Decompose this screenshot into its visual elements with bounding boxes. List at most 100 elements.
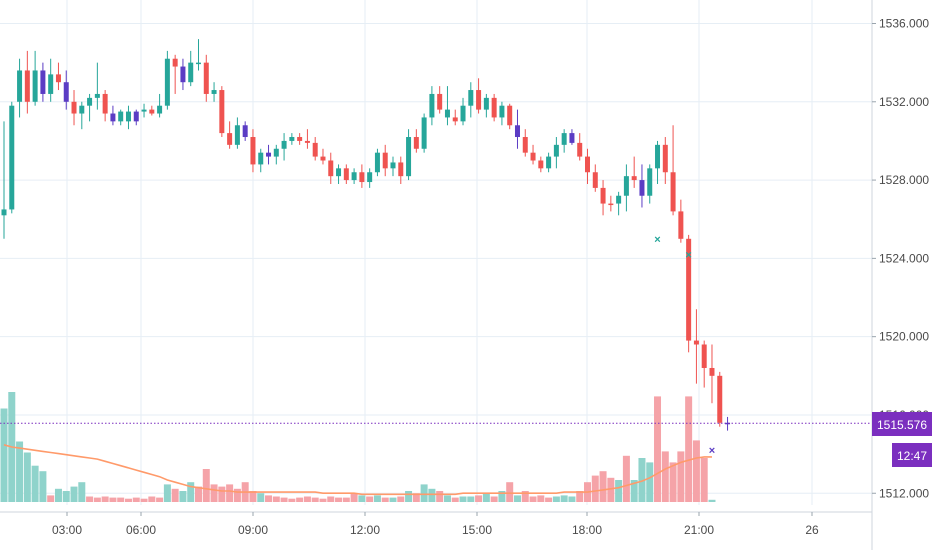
volume-bar bbox=[319, 498, 327, 502]
candle bbox=[164, 50, 170, 110]
volume-bar bbox=[303, 496, 311, 502]
candle bbox=[55, 62, 61, 91]
candle-body bbox=[367, 172, 373, 183]
volume-bar bbox=[591, 475, 599, 502]
volume-bar bbox=[23, 452, 31, 502]
candle bbox=[32, 50, 38, 106]
x-tick-label: 18:00 bbox=[572, 523, 602, 537]
volume-bar bbox=[498, 491, 506, 502]
x-tick-label: 12:00 bbox=[350, 523, 380, 537]
candle-body bbox=[180, 66, 186, 83]
candle-body bbox=[250, 137, 256, 165]
candle bbox=[608, 195, 614, 212]
candle-body bbox=[320, 156, 326, 161]
volume-bar bbox=[615, 480, 623, 502]
candle bbox=[79, 101, 85, 130]
volume-bar bbox=[545, 497, 553, 502]
volume-bar bbox=[187, 482, 195, 502]
volume-bar bbox=[140, 498, 148, 502]
candle bbox=[320, 148, 326, 165]
candle-body bbox=[553, 144, 559, 157]
volume-bar bbox=[638, 458, 646, 502]
candle bbox=[351, 168, 357, 184]
volume-bars bbox=[0, 392, 716, 502]
candle bbox=[647, 164, 653, 204]
volume-bar bbox=[428, 488, 436, 502]
volume-bar bbox=[622, 455, 630, 502]
candle-body bbox=[460, 105, 466, 122]
candle-body bbox=[149, 109, 155, 114]
candle bbox=[328, 152, 334, 184]
candle-body bbox=[172, 58, 178, 67]
candle bbox=[686, 234, 692, 353]
y-tick-label: 1520.000 bbox=[879, 330, 929, 344]
candle bbox=[413, 129, 419, 153]
candle bbox=[600, 180, 606, 216]
candle bbox=[406, 129, 412, 181]
candle-body bbox=[40, 70, 46, 94]
candle-body bbox=[507, 105, 513, 126]
candle-body bbox=[55, 74, 61, 83]
candle bbox=[553, 137, 559, 169]
candle bbox=[429, 86, 435, 126]
candle bbox=[87, 93, 93, 122]
volume-bar bbox=[86, 496, 94, 502]
candle-body bbox=[157, 105, 163, 114]
candle-body bbox=[499, 105, 505, 118]
volume-bar bbox=[490, 496, 498, 502]
candle bbox=[592, 164, 598, 192]
candle-body bbox=[133, 111, 139, 122]
candle bbox=[569, 129, 575, 145]
candle-body bbox=[17, 70, 23, 102]
volume-bar bbox=[0, 408, 8, 502]
volume-bar bbox=[342, 497, 350, 502]
volume-bar bbox=[529, 496, 537, 502]
volume-bar bbox=[700, 458, 708, 502]
candle bbox=[196, 39, 201, 71]
candle-body bbox=[118, 111, 124, 122]
candle bbox=[17, 58, 23, 118]
volume-bar bbox=[677, 451, 685, 502]
last-price-label-bg bbox=[872, 412, 932, 436]
candle-body bbox=[413, 137, 419, 149]
candle bbox=[149, 105, 155, 116]
y-tick-label: 1536.000 bbox=[879, 16, 929, 30]
candle bbox=[297, 133, 303, 145]
candle bbox=[561, 129, 567, 153]
candle bbox=[250, 129, 256, 173]
candle-body bbox=[141, 109, 147, 112]
volume-bar bbox=[288, 498, 296, 502]
candle-body bbox=[48, 74, 54, 94]
volume-bar bbox=[654, 396, 662, 502]
candle-body bbox=[351, 172, 357, 181]
volume-bar bbox=[280, 497, 288, 502]
candle-body bbox=[164, 58, 170, 106]
volume-bar bbox=[257, 493, 265, 502]
candle bbox=[312, 137, 318, 161]
volume-bar bbox=[685, 396, 693, 502]
candle-body bbox=[608, 203, 614, 206]
candle bbox=[203, 54, 209, 102]
candle bbox=[491, 93, 497, 122]
x-tick-label: 06:00 bbox=[126, 523, 156, 537]
candle-body bbox=[266, 152, 272, 157]
candle-body bbox=[24, 70, 30, 102]
candle-body bbox=[32, 70, 38, 102]
candle bbox=[219, 86, 225, 138]
candles bbox=[1, 39, 731, 431]
candle-body bbox=[359, 172, 365, 183]
candle bbox=[71, 90, 77, 126]
volume-bar bbox=[163, 484, 171, 502]
volume-bar bbox=[350, 493, 358, 502]
candle-body bbox=[514, 125, 520, 138]
candle-body bbox=[592, 172, 598, 188]
candle bbox=[273, 144, 279, 165]
candle-body bbox=[398, 162, 404, 177]
candle-body bbox=[483, 97, 489, 110]
candle-body bbox=[102, 93, 108, 114]
candle-body bbox=[406, 137, 412, 177]
volume-bar bbox=[661, 451, 669, 502]
candle-body bbox=[491, 97, 497, 118]
